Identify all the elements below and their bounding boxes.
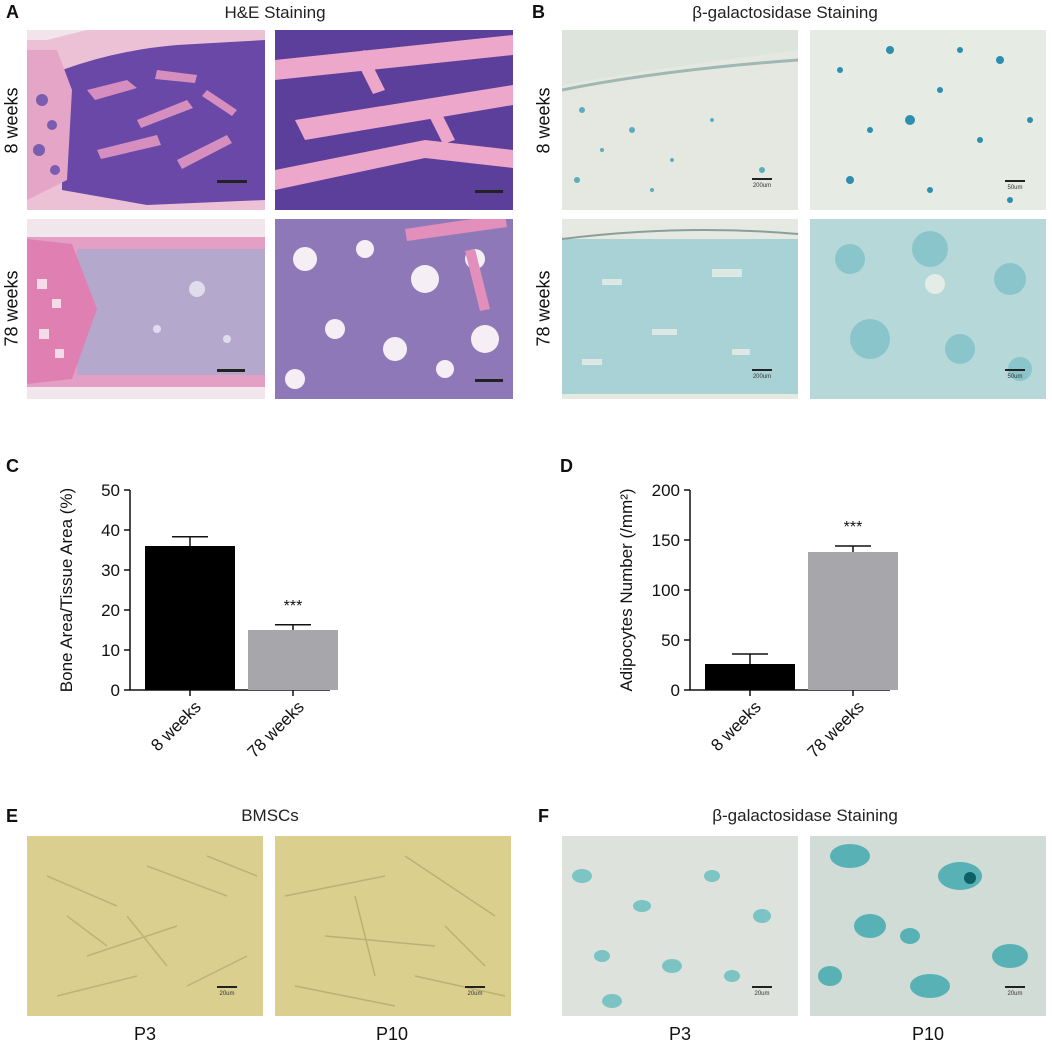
chart-d: 0 50 100 150 200 Adipocytes Number (/mm²) 8 we…	[580, 470, 1000, 762]
y-tick-label-3: 150	[652, 531, 680, 550]
xgal-p10-image: 20um	[810, 836, 1046, 1016]
panel-d-label: D	[560, 456, 573, 476]
y-tick-label-4: 200	[652, 481, 680, 500]
bmsc-p3-image: 20um	[27, 836, 263, 1016]
x-tick-label-0: 8 weeks	[147, 697, 205, 755]
significance-label: ***	[284, 598, 303, 615]
y-tick-label-2: 100	[652, 581, 680, 600]
panel-a-row-78-weeks: 78 weeks	[1, 270, 22, 347]
y-tick-label-1: 10	[101, 641, 120, 660]
panel-b-row-78-weeks: 78 weeks	[533, 270, 554, 347]
panel-e-title: BMSCs	[241, 806, 299, 825]
xgal-8wk-high-mag-image: 50um	[810, 30, 1046, 210]
bar-78-weeks	[248, 630, 338, 690]
xgal-p10-scale-text: 20um	[1007, 991, 1022, 997]
panel-e-label: E	[6, 806, 19, 826]
y-tick-label-4: 40	[101, 521, 120, 540]
he-78wk-high-mag-image	[275, 219, 513, 399]
bar-8-weeks	[145, 546, 235, 690]
xgal-p3-image: 20um	[562, 836, 798, 1016]
x-tick-label-1: 78 weeks	[244, 697, 308, 760]
he-78wk-low-mag-image	[27, 219, 265, 399]
panel-a-title: H&E Staining	[224, 3, 326, 22]
panel-b-label: B	[532, 2, 545, 22]
panel-c-label: C	[6, 456, 19, 476]
panel-e-col-p10: P10	[375, 1024, 409, 1044]
xgal-8wk-low-mag-image: 200um	[562, 30, 798, 210]
panel-a-label: A	[6, 2, 19, 22]
x-tick-label-0: 8 weeks	[707, 697, 765, 755]
y-axis-label: Bone Area/Tissue Area (%)	[57, 488, 76, 692]
panel-b-title: β-galactosidase Staining	[692, 3, 878, 22]
bar-78-weeks	[808, 552, 898, 690]
chart-c-svg: 0 10 20 30 40 50 Bone Area/Tissue Area (%) 8 we…	[57, 481, 338, 762]
chart-d-svg: 0 50 100 150 200 Adipocytes Number (/mm²) 8 we…	[617, 481, 898, 762]
panel-f-col-p10: P10	[911, 1024, 945, 1044]
y-tick-label-0: 0	[111, 681, 120, 700]
xgal-78wk-high-scale-text: 50um	[1007, 374, 1022, 380]
xgal-78wk-low-scale-text: 200um	[753, 374, 771, 380]
bar-8-weeks	[705, 664, 795, 690]
panel-f-label: F	[538, 806, 549, 826]
x-tick-label-1: 78 weeks	[804, 697, 868, 760]
bmsc-p3-scale-text: 20um	[219, 991, 234, 997]
xgal-8wk-high-scale-text: 50um	[1007, 185, 1022, 191]
xgal-p3-scale-text: 20um	[754, 991, 769, 997]
panel-f-title: β-galactosidase Staining	[712, 806, 898, 825]
he-8wk-low-mag-image	[27, 30, 265, 210]
y-tick-label-0: 0	[671, 681, 680, 700]
y-tick-label-2: 20	[101, 601, 120, 620]
xgal-78wk-low-mag-image: 200um	[562, 219, 798, 399]
y-tick-label-1: 50	[661, 631, 680, 650]
xgal-78wk-high-mag-image: 50um	[810, 219, 1046, 399]
xgal-8wk-low-scale-text: 200um	[753, 183, 771, 189]
significance-label: ***	[844, 519, 863, 536]
chart-c: 0 10 20 30 40 50 Bone Area/Tissue Area (%) 8 we…	[20, 470, 440, 762]
panel-a-row-8-weeks: 8 weeks	[1, 87, 22, 154]
bmsc-p10-scale-text: 20um	[467, 991, 482, 997]
y-tick-label-5: 50	[101, 481, 120, 500]
he-8wk-high-mag-image	[275, 30, 513, 210]
panel-b-row-8-weeks: 8 weeks	[533, 87, 554, 154]
y-axis-label: Adipocytes Number (/mm²)	[617, 488, 636, 691]
bmsc-p10-image: 20um	[275, 836, 511, 1016]
y-tick-label-3: 30	[101, 561, 120, 580]
panel-e-col-p3: P3	[133, 1024, 157, 1044]
panel-f-col-p3: P3	[668, 1024, 692, 1044]
